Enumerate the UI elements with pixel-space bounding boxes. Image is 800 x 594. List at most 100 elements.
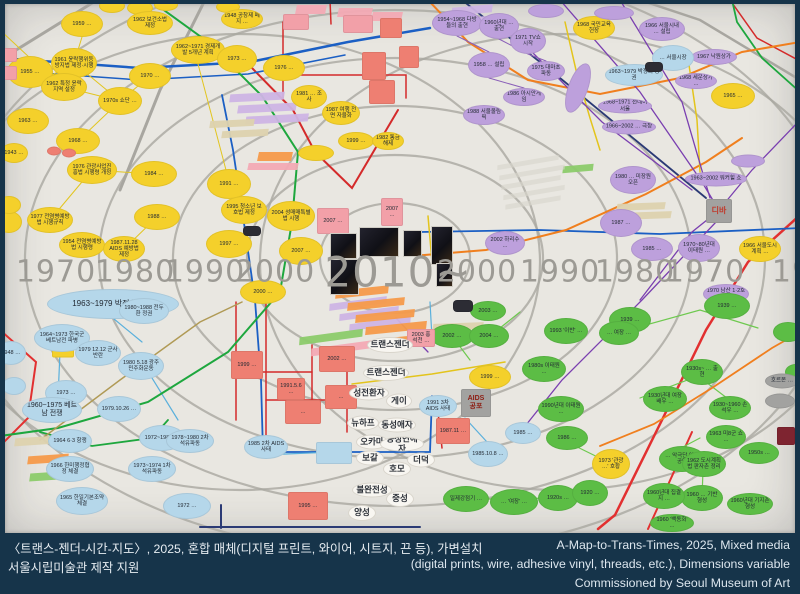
caption-kr-line2: 서울시립미술관 제작 지원	[8, 561, 140, 575]
map-bubble: 1995 청소년 보호법 제정	[221, 196, 267, 224]
map-bubble: 1970 …	[129, 63, 171, 89]
map-bubble: 1962 보건소법 제정	[127, 11, 173, 35]
map-bubble: 1966 한미행정협정 체결	[46, 456, 94, 482]
caption-en-line3: Commissioned by Seoul Museum of Art	[574, 576, 790, 590]
map-bubble: 1954 전염병예방법 시행령	[59, 232, 105, 258]
map-bubble: 1991 3차 AIDS 사태	[419, 395, 457, 417]
map-bubble: 1960~1975 베트남 전쟁	[22, 397, 82, 423]
map-bubble	[399, 46, 419, 68]
label-strip	[257, 152, 293, 161]
map-bubble	[528, 4, 564, 18]
map-bubble: 1950s …	[739, 442, 779, 464]
map-bubble: 1960년대 기지촌 형성	[727, 493, 773, 515]
map-bubble: 1979 12.12 군사반란	[75, 340, 121, 366]
map-bubble: 1970s 쇼단 …	[98, 87, 142, 115]
term-label: 트랜스젠더	[363, 365, 409, 381]
map-bubble: 1980 … 미장원 오픈	[610, 166, 656, 194]
map-bubble	[5, 377, 26, 395]
map-bubble: 1980~1988 전두환 정권	[119, 298, 169, 324]
map-bubble: 1973~1974 1차 석유파동	[128, 456, 176, 482]
map-bubble: 1980 5.18 광주민주화운동	[118, 352, 164, 380]
map-bubble: 2004 성매매특별법 시행	[267, 201, 315, 231]
caption-en-line1: A-Map-to-Trans-Times, 2025, Mixed media	[556, 538, 791, 552]
map-bubble: 1965 한일기본조약 체결	[56, 487, 108, 515]
ring-arc	[245, 153, 545, 363]
caption-kr-line1: 〈트랜스-젠더-시간-지도〉, 2025, 혼합 매체(디지털 프린트, 와이어…	[8, 542, 483, 556]
map-bubble: 1976 …	[263, 55, 305, 81]
pinned-photo	[431, 226, 453, 265]
label-strip	[247, 163, 299, 170]
map-bubble: 1930~1960 손석우 …	[709, 396, 751, 420]
timeline-year: 1990	[164, 254, 246, 290]
map-bubble: … 여장 …	[599, 321, 639, 345]
map-bubble: 1973 …	[217, 45, 257, 73]
map-bubble: 1985 2차 AIDS 사태	[244, 435, 288, 459]
thread-line	[723, 124, 795, 205]
timeline-year: 1970	[664, 254, 746, 290]
timeline-year: 1980	[94, 254, 176, 290]
map-bubble: 2003 홍석천 …	[407, 329, 435, 347]
thread-line	[197, 63, 227, 171]
map-bubble: 1965 …	[711, 83, 755, 109]
map-bubble: 1972 …	[163, 493, 211, 519]
timeline-year: 1980	[594, 254, 676, 290]
caption-en-line2: (digital prints, wire, adhesive vinyl, t…	[410, 557, 790, 571]
map-bubble: 1954~1968 다방들의 출현	[432, 10, 482, 36]
map-bubble: 1993 '이반' …	[544, 318, 588, 344]
map-bubble: 1964~1973 한국군 베트남전 파병	[34, 324, 90, 352]
map-bubble: 1968 국민교육헌장	[573, 16, 615, 40]
map-bubble: 1999 …	[231, 351, 263, 379]
map-bubble: 1960 '백동회' …	[650, 514, 694, 532]
map-bubble: 1968 …	[56, 128, 100, 154]
map-bubble: 1963 미8군 쇼 …	[706, 425, 746, 449]
term-label: 게이	[386, 393, 412, 409]
term-label: 보갈	[356, 450, 384, 466]
thread-line	[599, 333, 795, 447]
map-bubble	[298, 145, 334, 161]
term-label: 뉴하프	[347, 415, 379, 431]
map-bubble: 1985 …	[505, 422, 541, 444]
map-bubble: 1986 …	[546, 426, 588, 450]
map-bubble: 1977 전염병예방법 시행규칙	[27, 207, 73, 233]
map-bubble: 1991 …	[207, 169, 251, 199]
map-bubble: 1999 …	[469, 365, 511, 389]
map-bubble	[645, 62, 663, 72]
map-bubble: 1962 도시계획법 판자촌 정리	[682, 451, 726, 477]
map-bubble: 1988 …	[134, 204, 180, 230]
map-bubble: 2002 …	[430, 324, 474, 348]
map-bubble	[731, 154, 765, 168]
map-bubble	[5, 48, 17, 62]
caption-english: A-Map-to-Trans-Times, 2025, Mixed media …	[411, 536, 790, 593]
map-bubble: … 서울시장	[652, 45, 694, 71]
thread-line	[151, 377, 179, 421]
map-bubble: 1987 …	[600, 209, 642, 237]
map-bubble: 1966 서울시내 … 설립	[639, 17, 685, 41]
ring-arc	[171, 104, 619, 412]
timeline-year: 2010~	[324, 247, 472, 297]
timeline-year: 19	[771, 254, 795, 290]
map-bubble	[362, 52, 386, 80]
thread-line	[282, 74, 407, 99]
map-bubble: 1920 …	[572, 480, 608, 506]
map-bubble: 1973 '관광 …' 호황	[592, 449, 630, 479]
map-bubble: 2004 …	[469, 324, 509, 348]
thread-line	[731, 4, 795, 60]
term-label: 성전환자	[349, 385, 389, 401]
map-bubble: 1984 …	[131, 161, 177, 187]
map-bubble: 1970~80년대 이태원 …	[678, 234, 720, 262]
map-bubble: 1963 …	[7, 108, 49, 134]
term-label: 호모	[383, 461, 411, 477]
ring-arc	[5, 32, 542, 492]
term-label: 중성	[386, 491, 414, 507]
map-bubble: 2003 …	[470, 301, 506, 321]
term-label: 동성애자	[378, 417, 416, 433]
map-bubble: 호르몬 …	[765, 373, 795, 389]
thread-line	[731, 4, 795, 89]
thread-line	[498, 38, 547, 62]
term-label: 트랜스젠더	[367, 337, 413, 353]
map-bubble: 1979.10.26 …	[97, 396, 141, 422]
map-bubble: 1987 여행 전면 자율화	[322, 101, 360, 125]
map-bubble: 1975 대마초 파동	[527, 61, 565, 81]
map-bubble: 2007 …	[317, 208, 349, 234]
